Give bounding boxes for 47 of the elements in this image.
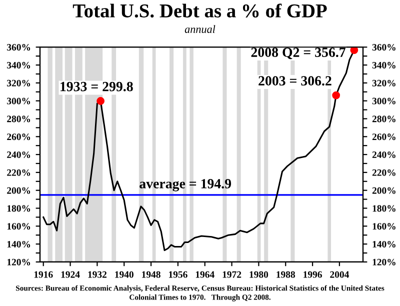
x-tick-label: 1996 <box>304 271 322 278</box>
y-tick-label: 200% <box>7 187 30 194</box>
y-tick-label: 160% <box>7 223 30 230</box>
point <box>96 97 105 105</box>
y2-tick-label: 200% <box>372 187 396 194</box>
y-tick-label: 240% <box>7 151 30 158</box>
y2-tick-label: 260% <box>372 134 396 140</box>
y-tick-label: 320% <box>7 80 30 86</box>
y-tick-label: 300% <box>7 98 30 104</box>
y2-tick-label: 360% <box>372 44 396 51</box>
y2-tick-label: 120% <box>372 258 396 266</box>
y-tick-label: 260% <box>7 134 30 140</box>
x-tick-label: 1924 <box>61 271 80 278</box>
y2-tick-label: 140% <box>372 240 396 248</box>
x-tick-label: 1988 <box>276 271 296 278</box>
ref-line-label: average = 194.9 <box>140 179 232 192</box>
y2-tick-label: 320% <box>372 80 396 86</box>
y-tick-label: 180% <box>7 205 30 212</box>
y2-tick-label: 340% <box>372 62 396 69</box>
y2-tick-label: 240% <box>372 151 396 158</box>
point <box>332 91 340 100</box>
y-tick-label: 360% <box>7 44 30 51</box>
x-tick-label: 1980 <box>250 271 268 278</box>
x-tick-label: 1932 <box>88 271 106 278</box>
point <box>350 47 358 54</box>
y2-tick-label: 220% <box>372 169 396 176</box>
y2-tick-label: 300% <box>372 98 396 104</box>
x-tick-label: 1948 <box>142 271 160 278</box>
chart-subtitle: annual <box>184 25 216 33</box>
x-tick-label: 1972 <box>222 271 242 278</box>
y2-tick-label: 160% <box>372 223 396 230</box>
x-tick-label: 1964 <box>196 271 214 278</box>
x-tick-label: 1940 <box>115 271 134 278</box>
chart-title: Total U.S. Debt as a % of GDP <box>72 4 327 18</box>
annotation: 2003 = 306.2 <box>258 76 332 86</box>
annotation: 2008 Q2 = 356.7 <box>251 48 346 60</box>
x-tick-label: 1956 <box>169 271 188 278</box>
x-tick-label: 1916 <box>34 271 53 278</box>
y2-tick-label: 280% <box>372 116 396 122</box>
y-tick-label: 220% <box>7 169 30 176</box>
y-tick-label: 340% <box>7 62 30 69</box>
y-tick-label: 140% <box>7 240 30 248</box>
y-tick-label: 120% <box>7 258 30 266</box>
x-tick-label: 2004 <box>330 271 349 278</box>
annotation: 1933 = 299.8 <box>60 82 133 92</box>
y-tick-label: 280% <box>7 116 30 122</box>
y2-tick-label: 180% <box>372 205 396 212</box>
